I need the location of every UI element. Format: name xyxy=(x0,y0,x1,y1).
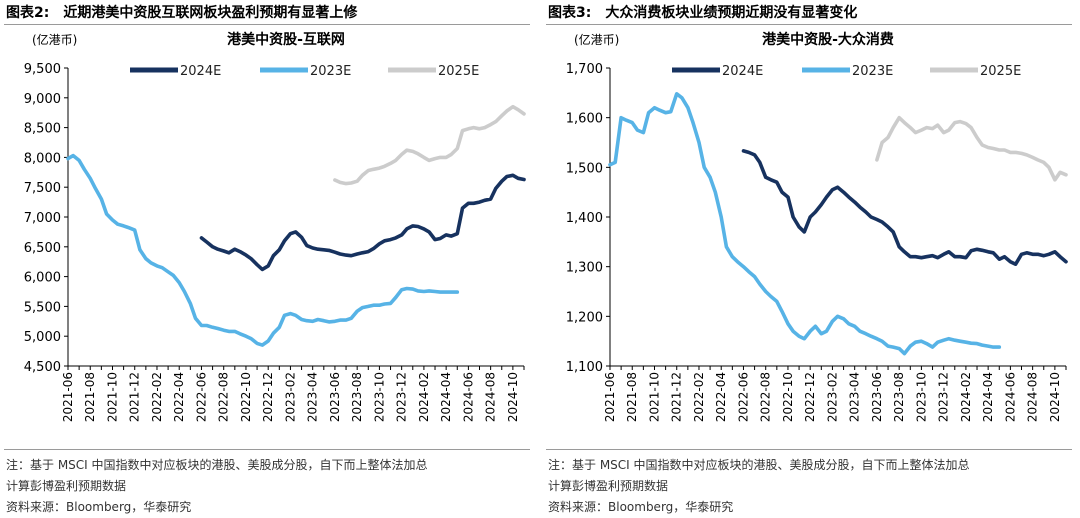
figure-notes: 注：基于 MSCI 中国指数中对应板块的港股、美股成分股，自下而上整体法加总 计… xyxy=(548,455,1068,518)
x-tick-label: 2023-08 xyxy=(350,372,364,422)
series-line-2025E xyxy=(875,115,1068,182)
x-tick-label: 2022-04 xyxy=(714,372,728,422)
x-tick-label: 2023-10 xyxy=(914,372,928,422)
x-tick-label: 2021-12 xyxy=(128,372,142,422)
y-tick-label: 8,000 xyxy=(24,151,61,166)
x-tick-label: 2023-06 xyxy=(870,372,884,422)
y-tick-label: 1,100 xyxy=(566,360,603,375)
header-rule xyxy=(4,24,530,25)
x-tick-label: 2021-10 xyxy=(647,372,661,422)
source-line: 资料来源：Bloomberg，华泰研究 xyxy=(6,500,192,514)
footer-rule xyxy=(546,449,1072,450)
chart-title: 港美中资股-互联网 xyxy=(227,31,345,48)
series-line-2023E xyxy=(608,92,1002,356)
y-tick-label: 6,500 xyxy=(24,241,61,256)
x-tick-label: 2022-02 xyxy=(150,372,164,422)
legend-label-2025E: 2025E xyxy=(438,64,479,79)
x-tick-label: 2022-08 xyxy=(217,372,231,422)
legend-label-2024E: 2024E xyxy=(722,64,763,79)
figure-notes: 注：基于 MSCI 中国指数中对应板块的港股、美股成分股，自下而上整体法加总 计… xyxy=(6,455,526,518)
y-tick-label: 5,000 xyxy=(24,330,61,345)
x-tick-label: 2023-06 xyxy=(328,372,342,422)
x-tick-label: 2024-04 xyxy=(981,372,995,422)
figure-number: 图表2: xyxy=(6,5,50,21)
x-tick-label: 2021-10 xyxy=(105,372,119,422)
series-line-2024E xyxy=(741,149,1068,266)
x-tick-label: 2024-06 xyxy=(461,372,475,422)
y-tick-label: 1,500 xyxy=(566,161,603,176)
figure-panel-consumer: 图表3: 大众消费板块业绩预期近期没有显著变化 (亿港币) 港美中资股-大众消费 20… xyxy=(542,0,1080,517)
y-tick-label: 6,000 xyxy=(24,271,61,286)
note-line-1: 注：基于 MSCI 中国指数中对应板块的港股、美股成分股，自下而上整体法加总 xyxy=(6,458,428,472)
x-tick-label: 2022-10 xyxy=(239,372,253,422)
x-tick-label: 2022-08 xyxy=(759,372,773,422)
x-tick-label: 2022-02 xyxy=(692,372,706,422)
x-tick-label: 2024-10 xyxy=(506,372,520,422)
x-tick-label: 2022-10 xyxy=(781,372,795,422)
x-tick-label: 2023-02 xyxy=(283,372,297,422)
y-tick-label: 1,200 xyxy=(566,310,603,325)
x-tick-label: 2022-04 xyxy=(172,372,186,422)
x-tick-label: 2022-12 xyxy=(261,372,275,422)
y-tick-label: 1,600 xyxy=(566,112,603,127)
y-tick-label: 9,000 xyxy=(24,92,61,107)
figure-subtitle: 近期港美中资股互联网板块盈利预期有显著上修 xyxy=(63,5,358,21)
x-tick-label: 2024-08 xyxy=(484,372,498,422)
y-tick-label: 7,000 xyxy=(24,211,61,226)
legend-label-2023E: 2023E xyxy=(310,64,351,79)
y-unit-label: (亿港币) xyxy=(574,32,619,47)
x-tick-label: 2021-06 xyxy=(61,372,75,422)
x-tick-label: 2023-10 xyxy=(372,372,386,422)
y-tick-label: 1,700 xyxy=(566,62,603,77)
legend-label-2024E: 2024E xyxy=(180,64,221,79)
y-tick-label: 8,500 xyxy=(24,122,61,137)
x-tick-label: 2021-08 xyxy=(83,372,97,422)
x-tick-label: 2021-12 xyxy=(670,372,684,422)
legend-label-2025E: 2025E xyxy=(980,64,1021,79)
x-tick-label: 2021-06 xyxy=(603,372,617,422)
header-rule xyxy=(546,24,1072,25)
note-line-2: 计算彭博盈利预期数据 xyxy=(548,479,669,493)
x-tick-label: 2024-04 xyxy=(439,372,453,422)
series-line-2025E xyxy=(333,104,526,186)
chart-title: 港美中资股-大众消费 xyxy=(762,31,894,48)
x-tick-label: 2024-10 xyxy=(1048,372,1062,422)
figure-subtitle: 大众消费板块业绩预期近期没有显著变化 xyxy=(605,5,858,21)
x-tick-label: 2024-06 xyxy=(1003,372,1017,422)
figure-title: 图表2: 近期港美中资股互联网板块盈利预期有显著上修 xyxy=(6,2,357,22)
x-tick-label: 2022-06 xyxy=(194,372,208,422)
x-tick-label: 2023-04 xyxy=(306,372,320,422)
chart-internet: (亿港币) 港美中资股-互联网 2024E 2023E 2025E 4,500 5,000 5… xyxy=(24,31,526,422)
x-tick-label: 2024-02 xyxy=(959,372,973,422)
note-line-2: 计算彭博盈利预期数据 xyxy=(6,479,127,493)
x-tick-label: 2021-08 xyxy=(625,372,639,422)
series-line-2023E xyxy=(66,153,460,347)
y-unit-label: (亿港币) xyxy=(32,32,77,47)
y-tick-label: 4,500 xyxy=(24,360,61,375)
x-tick-label: 2023-04 xyxy=(848,372,862,422)
source-line: 资料来源：Bloomberg，华泰研究 xyxy=(548,500,734,514)
x-tick-label: 2024-08 xyxy=(1026,372,1040,422)
y-tick-label: 5,500 xyxy=(24,300,61,315)
figure-title: 图表3: 大众消费板块业绩预期近期没有显著变化 xyxy=(548,2,857,22)
x-tick-label: 2022-06 xyxy=(736,372,750,422)
x-tick-label: 2024-02 xyxy=(417,372,431,422)
y-tick-label: 1,400 xyxy=(566,211,603,226)
series-line-2024E xyxy=(199,173,526,272)
y-tick-label: 1,300 xyxy=(566,261,603,276)
figure-number: 图表3: xyxy=(548,5,592,21)
footer-rule xyxy=(4,449,530,450)
chart-consumer: (亿港币) 港美中资股-大众消费 2024E 2023E 2025E 1,100 1,200… xyxy=(566,31,1068,422)
figure-panel-internet: 图表2: 近期港美中资股互联网板块盈利预期有显著上修 (亿港币) 港美中资股-互联网… xyxy=(0,0,538,517)
x-tick-label: 2023-08 xyxy=(892,372,906,422)
x-tick-label: 2023-12 xyxy=(937,372,951,422)
x-tick-label: 2022-12 xyxy=(803,372,817,422)
note-line-1: 注：基于 MSCI 中国指数中对应板块的港股、美股成分股，自下而上整体法加总 xyxy=(548,458,970,472)
y-tick-label: 7,500 xyxy=(24,181,61,196)
x-tick-label: 2023-12 xyxy=(395,372,409,422)
legend-label-2023E: 2023E xyxy=(852,64,893,79)
y-tick-label: 9,500 xyxy=(24,62,61,77)
x-tick-label: 2023-02 xyxy=(825,372,839,422)
